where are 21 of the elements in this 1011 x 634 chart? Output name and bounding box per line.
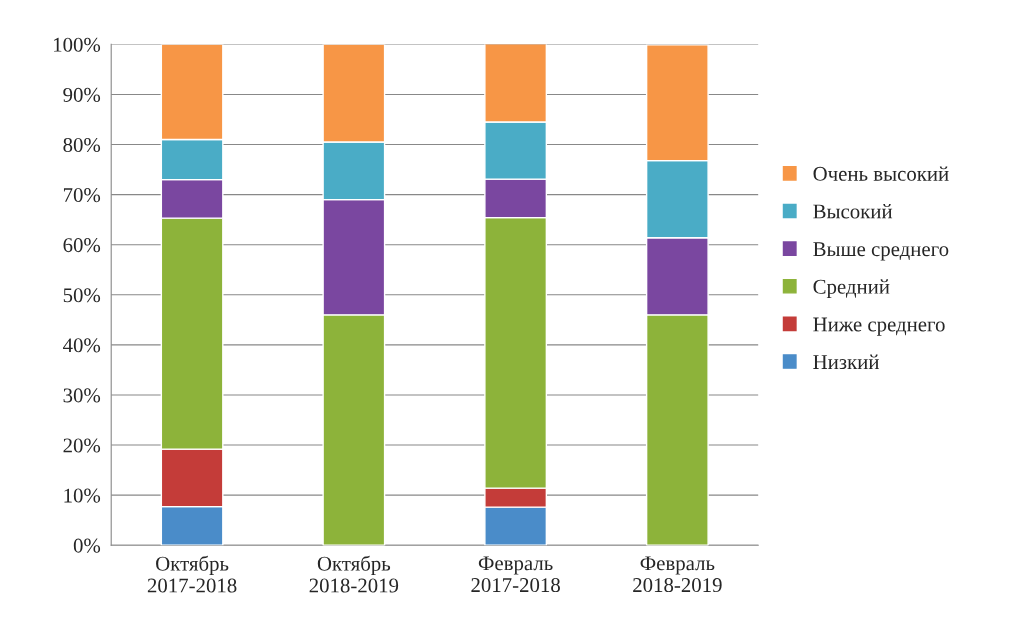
y-tick-label: 70% bbox=[63, 188, 101, 203]
y-tick-label: 100% bbox=[54, 37, 101, 52]
y-tick-label: 60% bbox=[63, 238, 101, 253]
y-tick-label: 20% bbox=[63, 438, 101, 453]
legend-label: Ниже среднего bbox=[813, 317, 945, 336]
x-tick-label: Февраль 2017-2018 bbox=[471, 556, 560, 593]
y-tick-label: 90% bbox=[63, 87, 101, 102]
x-tick-label: Октябрь 2017-2018 bbox=[147, 555, 237, 593]
y-tick-label: 0% bbox=[73, 538, 101, 553]
y-tick-label: 30% bbox=[63, 388, 101, 403]
x-tick-label: Февраль 2018-2019 bbox=[633, 556, 722, 593]
y-tick-label: 40% bbox=[63, 338, 101, 353]
x-tick-label: Октябрь 2018-2019 bbox=[309, 555, 399, 593]
legend-label: Выше среднего bbox=[813, 242, 949, 261]
legend-label: Средний bbox=[813, 279, 890, 299]
legend-label: Низкий bbox=[813, 354, 879, 370]
y-tick-label: 10% bbox=[64, 488, 101, 503]
y-tick-label: 80% bbox=[63, 137, 101, 153]
legend-label: Очень высокий bbox=[813, 166, 949, 181]
y-tick-label: 50% bbox=[63, 288, 101, 303]
legend-label: Высокий bbox=[813, 204, 893, 219]
